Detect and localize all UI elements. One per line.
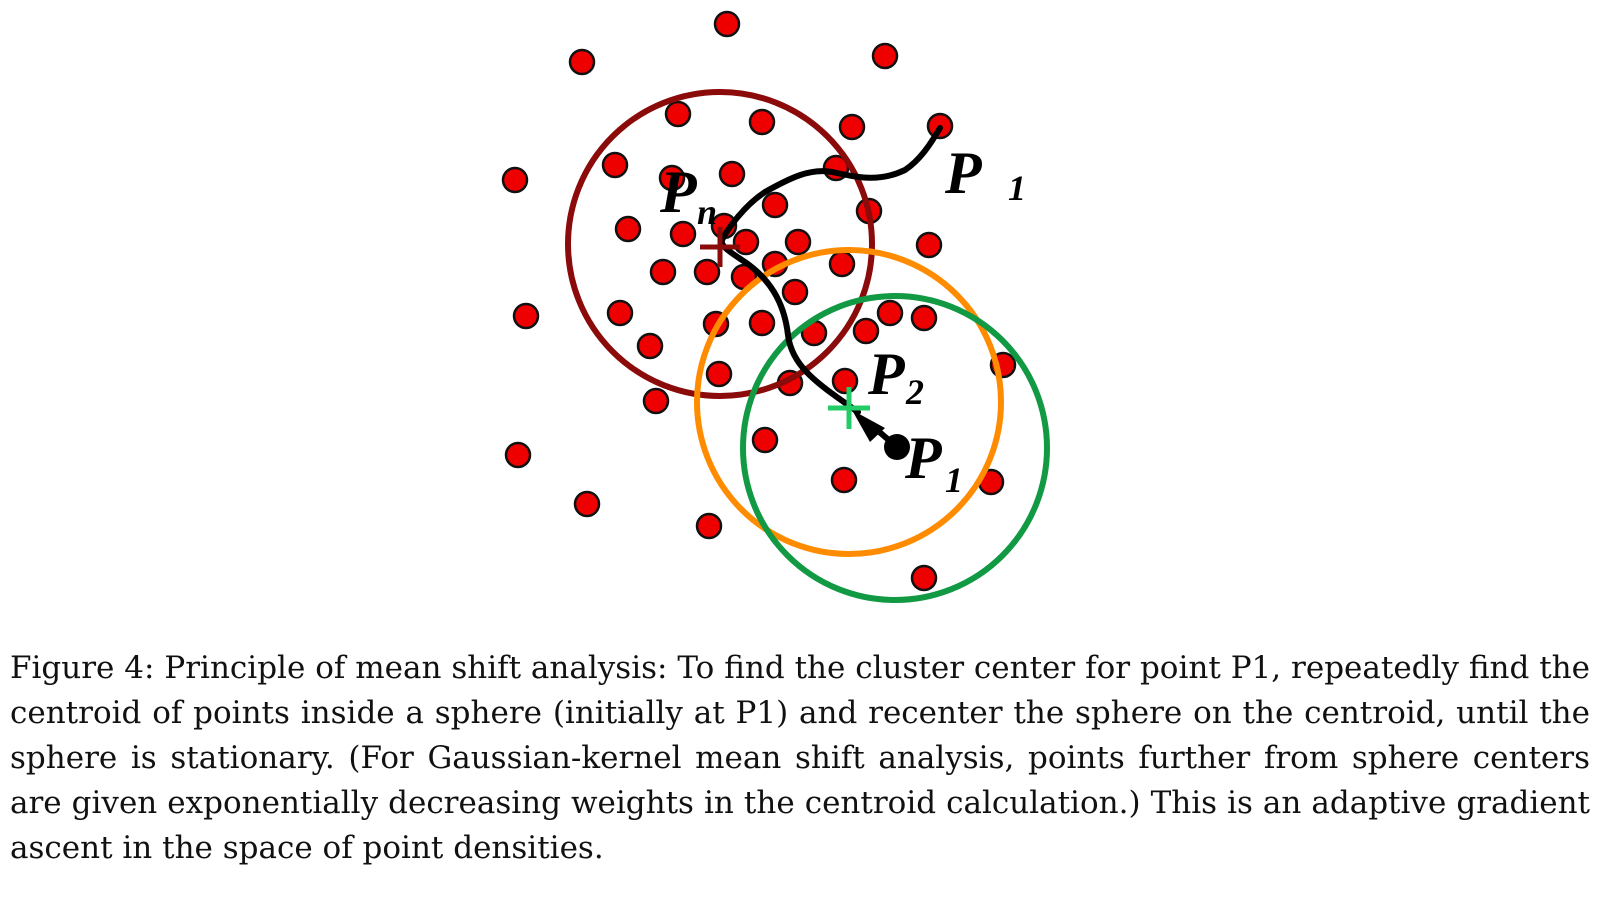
data-points [501, 10, 1017, 592]
label-pn: P [659, 159, 698, 225]
label-p2-subscript: 2 [905, 372, 924, 412]
data-point [693, 258, 721, 286]
first-shift-arrowhead [852, 410, 885, 442]
initial-sphere-circle [740, 293, 1050, 603]
label-p1-far: P [944, 140, 983, 206]
data-point [828, 250, 856, 278]
data-point [915, 231, 943, 259]
pn-centroid-cross [700, 227, 740, 267]
data-point [606, 299, 634, 327]
p2-centroid-cross [828, 387, 870, 429]
data-point [852, 317, 880, 345]
label-p1: P [904, 425, 943, 491]
data-point [512, 302, 540, 330]
second-sphere-circle [694, 247, 1004, 557]
data-point [831, 367, 859, 395]
data-point [636, 332, 664, 360]
data-point [568, 48, 596, 76]
data-point [732, 228, 760, 256]
data-point [601, 151, 629, 179]
data-point [658, 164, 686, 192]
data-point [871, 42, 899, 70]
data-point [830, 466, 858, 494]
data-point [705, 360, 733, 388]
figure-caption: Figure 4: Principle of mean shift analys… [10, 650, 1590, 866]
data-point [649, 258, 677, 286]
data-point [838, 113, 866, 141]
data-point [784, 228, 812, 256]
data-point [910, 564, 938, 592]
final-sphere-circle [565, 89, 875, 399]
label-p1-subscript: 1 [945, 460, 963, 500]
data-point [642, 387, 670, 415]
data-point [876, 299, 904, 327]
label-p1-far-subscript: 1 [1008, 168, 1026, 208]
data-point [713, 10, 741, 38]
data-point [761, 191, 789, 219]
data-point [669, 220, 697, 248]
data-point [781, 278, 809, 306]
data-point [695, 512, 723, 540]
data-point [751, 426, 779, 454]
p1-start-point [884, 434, 910, 460]
data-point [748, 108, 776, 136]
label-p2: P [867, 341, 906, 407]
data-point [501, 166, 529, 194]
data-point [718, 160, 746, 188]
mean-shift-trajectory [718, 125, 943, 415]
data-point [664, 100, 692, 128]
mean-shift-figure: P 1 P n P 2 P 1 [501, 10, 1050, 603]
data-point [614, 215, 642, 243]
data-point [504, 441, 532, 469]
label-pn-subscript: n [697, 192, 717, 232]
data-point [573, 490, 601, 518]
data-point [910, 304, 938, 332]
data-point [748, 309, 776, 337]
